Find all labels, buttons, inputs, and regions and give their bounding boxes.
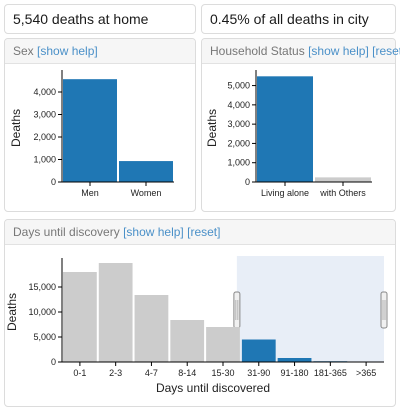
bar-with-others[interactable] (315, 177, 371, 182)
sex-panel-title: Sex (13, 44, 34, 58)
bar-0-1[interactable] (63, 272, 97, 362)
y-tick-label: 1,000 (33, 155, 56, 165)
x-tick-label: >365 (356, 368, 376, 378)
bar-women[interactable] (119, 161, 173, 182)
x-tick-label: 31-90 (247, 368, 270, 378)
bar-2-3[interactable] (98, 263, 133, 362)
x-tick-label: 2-3 (109, 368, 122, 378)
x-tick-label: Women (131, 188, 162, 198)
bar-8-14[interactable] (170, 320, 205, 362)
bar-living-alone[interactable] (257, 76, 313, 182)
y-tick-label: 10,000 (28, 307, 56, 317)
household-show-help-link[interactable]: [show help] (308, 44, 369, 58)
x-tick-label: 8-14 (178, 368, 196, 378)
days-panel-title: Days until discovery (13, 225, 120, 239)
y-tick-label: 3,000 (33, 110, 56, 120)
y-axis-label: Deaths (5, 293, 19, 331)
y-tick-label: 0 (245, 177, 250, 187)
y-tick-label: 15,000 (28, 282, 56, 292)
days-reset-link[interactable]: [reset] (187, 225, 221, 239)
sex-show-help-link[interactable]: [show help] (37, 44, 98, 58)
share-of-city-stat: 0.45% of all deaths in city (201, 4, 396, 34)
bar-4-7[interactable] (134, 295, 169, 362)
y-tick-label: 4,000 (33, 87, 56, 97)
y-tick-label: 5,000 (33, 332, 56, 342)
bar-15-30[interactable] (206, 327, 240, 362)
household-reset-link[interactable]: [reset] (372, 44, 400, 58)
deaths-at-home-stat: 5,540 deaths at home (4, 4, 196, 34)
x-axis-label: Days until discovered (156, 381, 270, 395)
bar-91-180[interactable] (277, 358, 312, 362)
x-tick-label: 4-7 (145, 368, 158, 378)
y-tick-label: 2,000 (227, 138, 250, 148)
y-axis-label: Deaths (205, 109, 219, 147)
y-tick-label: 4,000 (227, 100, 250, 110)
y-tick-label: 5,000 (227, 81, 250, 91)
x-tick-label: Living alone (261, 188, 309, 198)
sex-chart: 0 1,000 2,000 3,000 4,000 Men Women Deaths (9, 70, 174, 198)
household-chart: 0 1,000 2,000 3,000 4,000 5,000 Living alone wi… (205, 70, 372, 198)
y-tick-label: 3,000 (227, 119, 250, 129)
x-tick-label: 15-30 (211, 368, 234, 378)
bar-men[interactable] (63, 79, 117, 182)
days-chart: 0 5,000 10,000 15,000 0-1 2-3 4-7 8-14 15-30 31-9… (5, 256, 388, 395)
brush-handle-right[interactable] (380, 291, 388, 329)
y-tick-label: 0 (51, 177, 56, 187)
bar-31-90[interactable] (241, 339, 276, 363)
y-tick-label: 2,000 (33, 132, 56, 142)
x-tick-label: with Others (319, 188, 366, 198)
household-panel-header: Household Status [show help] [reset] (202, 39, 400, 64)
days-panel-header: Days until discovery [show help] [reset] (5, 220, 395, 245)
y-tick-label: 1,000 (227, 158, 250, 168)
y-tick-label: 0 (51, 357, 56, 367)
x-tick-label: 91-180 (281, 368, 309, 378)
household-panel-title: Household Status (210, 44, 305, 58)
x-tick-label: 181-365 (314, 368, 347, 378)
y-axis-label: Deaths (9, 109, 23, 147)
sex-panel-header: Sex [show help] (5, 39, 195, 64)
x-tick-label: Men (81, 188, 99, 198)
brush-handle-left[interactable] (233, 291, 241, 329)
x-tick-label: 0-1 (73, 368, 86, 378)
days-show-help-link[interactable]: [show help] (123, 225, 184, 239)
